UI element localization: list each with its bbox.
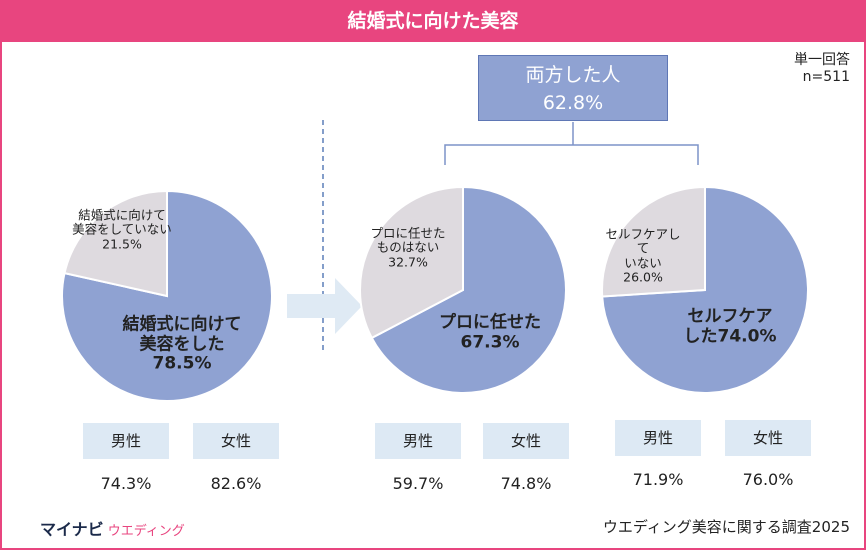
slice-label: プロに任せた ものはない 32.7%	[370, 226, 445, 269]
gender-box: 女性	[483, 423, 569, 459]
gender-value: 76.0%	[742, 470, 794, 489]
source: ウエディング美容に関する調査2025	[602, 518, 850, 536]
slice-label: セルフケア した74.0%	[684, 307, 777, 346]
both-box: 両方した人 62.8%	[478, 55, 668, 121]
brand-name: マイナビ	[40, 520, 104, 539]
note-line: n=511	[802, 68, 850, 85]
slice-value: 21.5%	[102, 236, 142, 252]
slice-category: 結婚式に向けて 美容をした	[122, 314, 242, 355]
gender-box: 女性	[193, 423, 279, 459]
gender-value: 71.9%	[632, 470, 684, 489]
note-line: 単一回答	[794, 52, 850, 68]
title: 結婚式に向けた美容	[0, 0, 866, 42]
pie-slice	[370, 185, 567, 394]
gender-box: 男性	[375, 423, 461, 459]
slice-category: セルフケアし て いない	[605, 226, 681, 270]
slice-label: 結婚式に向けて 美容をしていない 21.5%	[72, 208, 172, 251]
arrow	[287, 278, 362, 334]
both-label: 両方した人	[525, 64, 621, 86]
pie-slice	[63, 189, 168, 298]
slice-category: プロに任せた ものはない	[370, 225, 446, 255]
gender-box: 女性	[725, 420, 811, 456]
gender-box: 男性	[615, 420, 701, 456]
slice-value: 74.0%	[717, 326, 777, 346]
slice-value: 26.0%	[623, 269, 663, 285]
bracket	[444, 144, 699, 165]
slice-value: 67.3%	[460, 332, 520, 352]
slice-value: 78.5%	[152, 353, 212, 374]
gender-value: 59.7%	[392, 474, 444, 493]
brand-sub: ウエディング	[107, 524, 185, 539]
slice-category: プロに任せた	[439, 312, 541, 333]
pie-slice	[601, 185, 706, 298]
gender-box: 男性	[83, 423, 169, 459]
slice-label: セルフケアし て いない 26.0%	[605, 227, 680, 285]
slice-label: プロに任せた 67.3%	[439, 313, 541, 352]
gender-value: 74.3%	[100, 474, 152, 493]
gender-value: 82.6%	[210, 474, 262, 493]
both-value: 62.8%	[542, 92, 604, 114]
brand: マイナビ ウエディング	[40, 516, 185, 540]
pie-slice	[359, 185, 464, 340]
slice-label: 結婚式に向けて 美容をした 78.5%	[122, 314, 242, 375]
slice-category: セルフケア した	[683, 306, 773, 346]
note: 単一回答 n=511	[794, 52, 850, 86]
slice-category: 結婚式に向けて 美容をしていない	[72, 207, 172, 237]
slice-value: 32.7%	[388, 254, 428, 270]
gender-value: 74.8%	[500, 474, 552, 493]
